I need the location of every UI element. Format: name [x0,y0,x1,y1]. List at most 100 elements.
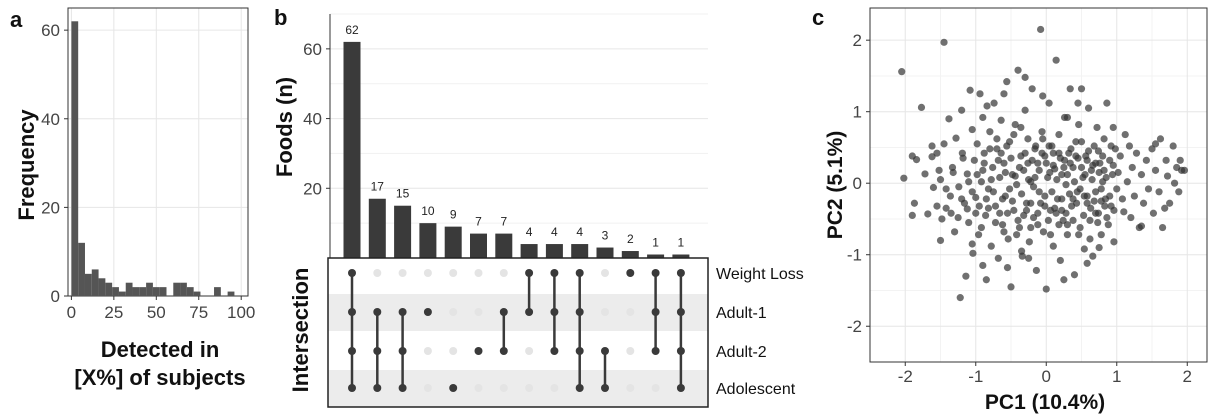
histogram-bar [214,287,221,296]
pca-point [1000,228,1008,236]
pca-point [1175,188,1183,196]
pca-point [1162,156,1170,164]
pca-point [1001,168,1009,177]
pca-point [1067,145,1075,153]
pca-point [1000,159,1008,167]
pca-point [1080,211,1088,219]
pca-point [951,228,959,236]
pca-point [1063,171,1072,179]
pca-point [1083,259,1091,267]
histogram-x-tick-label: 0 [67,303,76,322]
pca-point [1089,252,1097,260]
pca-point [1127,213,1135,222]
pca-point [1004,235,1012,243]
pca-point [1039,228,1048,236]
pca-point [1097,231,1105,239]
pca-point [977,178,985,186]
histogram-bar [132,287,140,296]
upset-y-axis-title: Foods (n) [272,77,297,177]
pca-point [1158,223,1167,232]
pca-point [1106,192,1114,200]
pca-point [1086,216,1094,224]
upset-bar [470,233,487,258]
pca-point [1139,199,1148,207]
upset-dot-inactive [373,269,382,277]
upset-dot-active [575,384,584,392]
pca-point [956,294,964,302]
upset-dot-active [423,308,432,316]
pca-point [1103,99,1111,107]
pca-point [908,211,916,219]
panel-label-c: c [812,5,824,30]
upset-y-tick-label: 40 [303,110,322,129]
upset-bar-label: 7 [500,215,507,229]
upset-set-label: Adult-1 [716,305,767,322]
pca-y-tick-label: -2 [847,317,862,336]
upset-y-tick-label: 60 [303,40,322,59]
upset-dot-active [626,269,635,277]
pca-point [1144,185,1153,193]
pca-point [982,211,990,219]
upset-dot-inactive [499,269,508,277]
pca-point [1055,130,1063,139]
pca-point [1003,78,1011,86]
upset-bar-label: 1 [652,236,659,250]
histogram-bar [180,282,187,296]
pca-point [1031,173,1039,182]
upset-dot-active [550,308,559,316]
pca-point [977,223,985,232]
pca-point [1052,209,1060,217]
histogram-x-axis-title-line-1: Detected in [101,337,220,362]
upset-dot-active [373,308,382,316]
pca-point [946,192,954,200]
upset-row-stripe [328,370,708,407]
pca-point [1109,123,1117,132]
upset-bar-label: 4 [551,225,558,239]
upset-bar [621,251,639,258]
upset-dot-active [398,308,407,316]
pca-point [942,204,950,212]
pca-point [1014,216,1022,224]
pca-point [1062,181,1070,189]
pca-point [1149,209,1158,217]
pca-point [1056,256,1064,265]
pca-point [1088,176,1096,184]
pca-point [1021,106,1029,114]
pca-point [972,193,980,202]
histogram-bar [118,291,126,296]
pca-point [929,183,938,192]
pca-point [1005,185,1014,193]
pca-point [1102,173,1110,182]
pca-point [982,195,990,203]
pca-point [1142,156,1150,164]
upset-bar-label: 15 [396,187,410,201]
pca-point [993,135,1001,143]
pca-point [1180,166,1189,174]
pca-point [1075,120,1083,129]
pca-point [990,99,998,107]
pca-point [965,178,973,186]
pca-point [1110,206,1118,214]
upset-dot-active [499,347,508,355]
upset-dot-active [398,384,407,392]
upset-dot-active [525,308,534,316]
upset-bar-label: 3 [602,229,609,243]
pca-point [1065,190,1074,198]
pca-point [1099,152,1107,160]
pca-point [1011,120,1019,129]
pca-point [989,188,997,196]
pca-point [984,204,993,212]
pca-point [983,102,991,110]
upset-dot-inactive [550,384,559,392]
pca-point [1084,147,1093,155]
upset-dot-active [525,269,534,277]
pca-point [1161,204,1169,212]
upset-bar-label: 4 [576,225,583,239]
pca-point [1058,206,1066,214]
histogram-bar [112,287,119,296]
pca-point [1075,231,1083,239]
pca-point [1100,166,1108,174]
pca-point [1003,209,1012,217]
pca-point [986,145,994,153]
